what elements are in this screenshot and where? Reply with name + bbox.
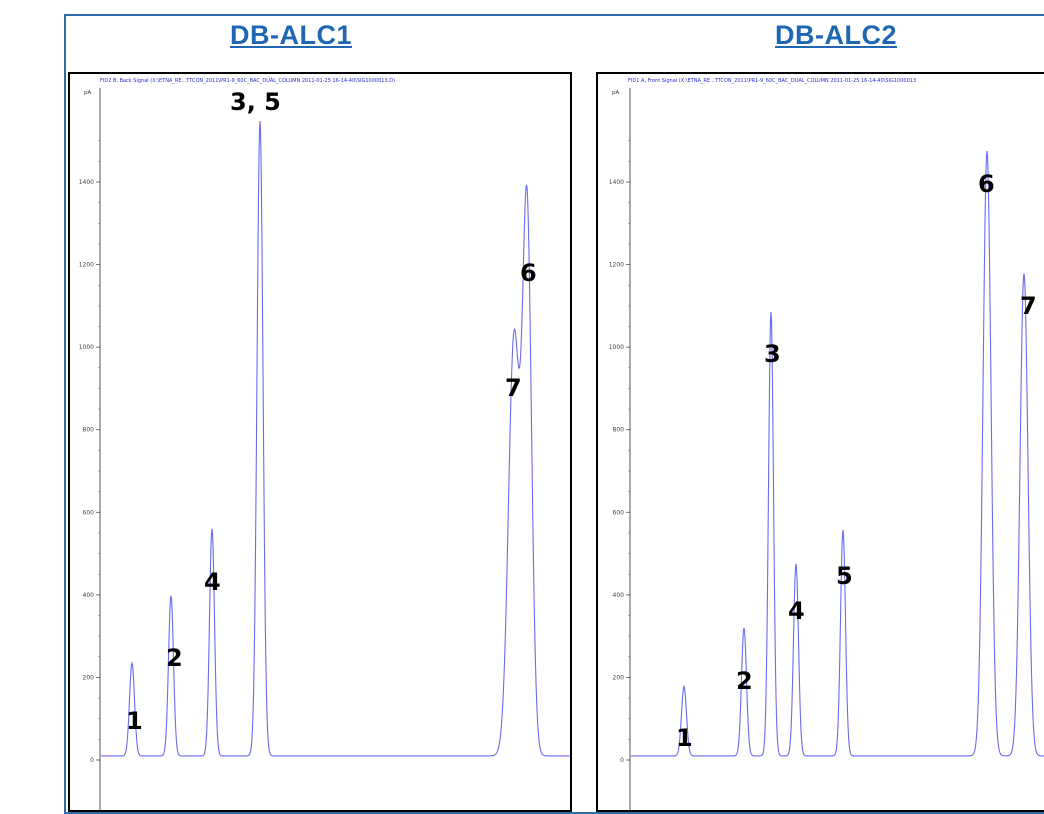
chromatogram-trace bbox=[101, 120, 570, 757]
y-tick-label: 400 bbox=[83, 592, 95, 599]
peak-label: 2 bbox=[736, 667, 753, 695]
y-tick-label: 800 bbox=[83, 427, 95, 434]
y-axis-unit-label: pA bbox=[84, 90, 91, 96]
y-tick-label: 1400 bbox=[609, 179, 624, 186]
peak-label: 5 bbox=[836, 562, 853, 590]
chart-title-db-alc1: DB-ALC1 bbox=[230, 20, 352, 50]
y-tick-label: 200 bbox=[83, 674, 95, 681]
peak-label: 4 bbox=[204, 568, 221, 596]
peak-label: 3 bbox=[764, 340, 781, 368]
y-tick-label: 600 bbox=[83, 509, 95, 516]
y-tick-label: 600 bbox=[613, 509, 625, 516]
y-tick-label: 1000 bbox=[79, 344, 94, 351]
peak-label: 7 bbox=[505, 374, 522, 402]
y-tick-label: 800 bbox=[613, 427, 625, 434]
peak-label: 7 bbox=[1020, 292, 1037, 320]
chart-title-db-alc2: DB-ALC2 bbox=[775, 20, 897, 50]
y-tick-label: 1000 bbox=[609, 344, 624, 351]
y-tick-label: 400 bbox=[613, 592, 625, 599]
y-tick-label: 1400 bbox=[79, 179, 94, 186]
chromatogram-panel-db-alc1: FID2 B, Back Signal (X:\ETNA_RE...TTCON_… bbox=[68, 72, 572, 812]
y-tick-label: 200 bbox=[613, 674, 625, 681]
peak-label: 1 bbox=[126, 707, 143, 735]
peak-label: 4 bbox=[788, 597, 805, 625]
y-tick-label: 1200 bbox=[609, 262, 624, 269]
chromatogram-panel-db-alc2: FID1 A, Front Signal (X:\ETNA_RE...TTCON… bbox=[596, 72, 1044, 812]
signal-header: FID2 B, Back Signal (X:\ETNA_RE...TTCON_… bbox=[100, 78, 395, 84]
y-tick-label: 0 bbox=[90, 757, 94, 764]
chromatogram-plot-db-alc2: FID1 A, Front Signal (X:\ETNA_RE...TTCON… bbox=[609, 78, 1044, 810]
peak-label: 6 bbox=[520, 259, 537, 287]
peak-label: 2 bbox=[166, 644, 183, 672]
y-tick-label: 1200 bbox=[79, 262, 94, 269]
peak-label: 6 bbox=[978, 170, 995, 198]
y-axis-unit-label: pA bbox=[612, 90, 619, 96]
signal-header: FID1 A, Front Signal (X:\ETNA_RE...TTCON… bbox=[628, 78, 916, 84]
y-tick-label: 0 bbox=[620, 757, 624, 764]
peak-label: 1 bbox=[676, 724, 693, 752]
chromatogram-trace bbox=[631, 151, 1044, 757]
chromatogram-plot-db-alc1: FID2 B, Back Signal (X:\ETNA_RE...TTCON_… bbox=[79, 78, 570, 810]
peak-label: 3, 5 bbox=[230, 88, 281, 116]
